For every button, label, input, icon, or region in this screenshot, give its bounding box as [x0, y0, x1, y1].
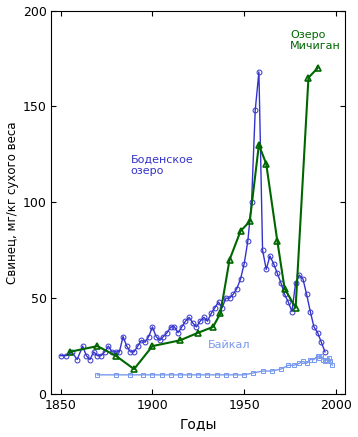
Text: Байкал: Байкал — [208, 340, 250, 350]
Text: Озеро
Мичиган: Озеро Мичиган — [290, 30, 341, 51]
Y-axis label: Свинец, мг/кг сухого веса: Свинец, мг/кг сухого веса — [6, 121, 19, 284]
X-axis label: Годы: Годы — [180, 417, 217, 431]
Text: Боденское
озеро: Боденское озеро — [130, 154, 193, 176]
